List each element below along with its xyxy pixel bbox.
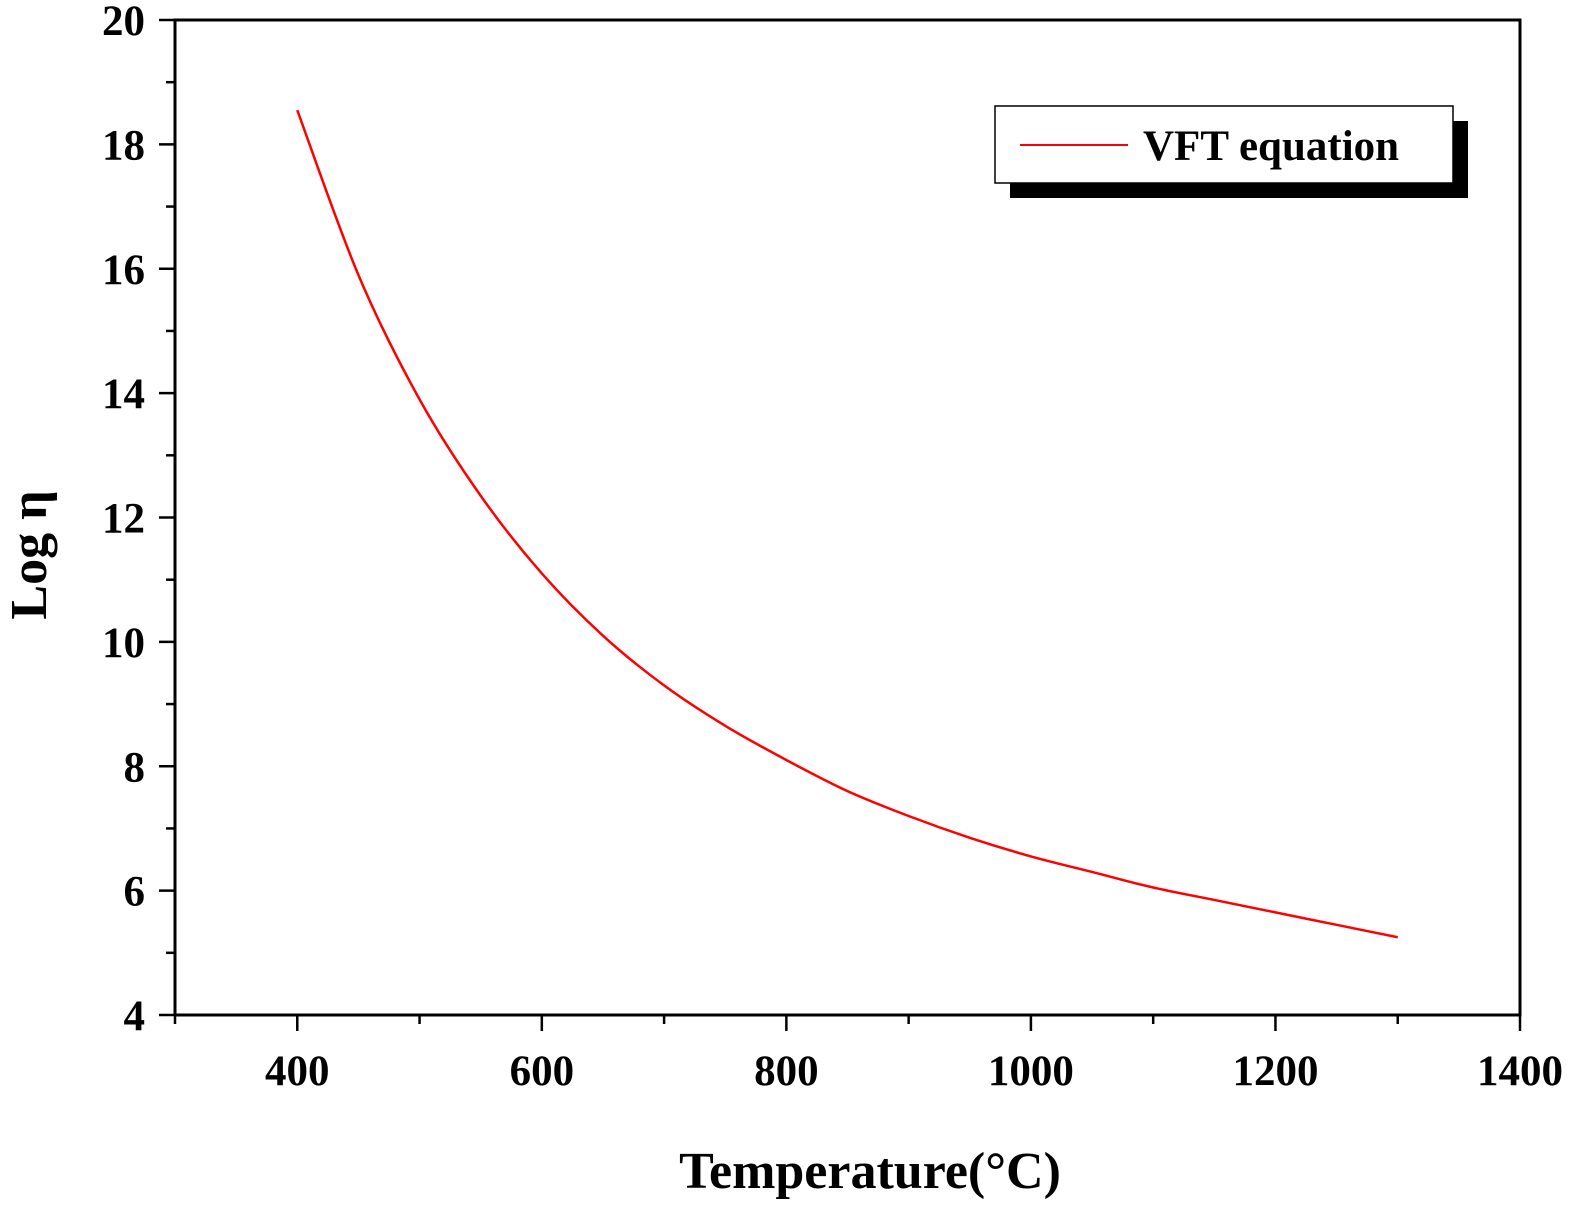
x-tick-label: 1400 [1477, 1048, 1563, 1095]
y-tick-label: 8 [124, 744, 146, 791]
series-lines [296, 109, 1398, 939]
plot-area-frame [173, 18, 1522, 1017]
y-tick-label: 18 [102, 122, 145, 169]
y-tick-label: 14 [102, 371, 145, 418]
x-axis-title: Temperature(°C) [679, 1143, 1061, 1200]
y-tick-label: 6 [124, 869, 146, 916]
y-tick-label: 20 [102, 0, 145, 45]
x-tick-label: 1200 [1232, 1048, 1318, 1095]
y-tick-label: 12 [102, 496, 145, 543]
legend-label-vft: VFT equation [1143, 123, 1399, 170]
legend: VFT equation [994, 105, 1468, 198]
x-tick-label: 1000 [988, 1048, 1074, 1095]
y-axis-ticks: 4 6 8 10 12 14 16 18 20 [102, 0, 175, 1040]
y-tick-label: 16 [102, 247, 145, 294]
series-line-0 [296, 109, 1398, 939]
x-tick-label: 800 [754, 1048, 819, 1095]
y-tick-label: 10 [102, 620, 145, 667]
x-axis-ticks: 400 600 800 1000 1200 1400 [173, 1015, 1563, 1095]
y-tick-label: 4 [124, 993, 146, 1040]
y-axis-title: Log η [1, 490, 58, 619]
x-tick-label: 400 [265, 1048, 330, 1095]
x-tick-label: 600 [510, 1048, 575, 1095]
